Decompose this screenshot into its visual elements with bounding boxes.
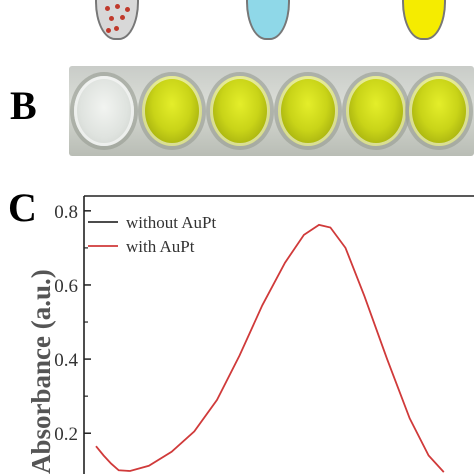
particle-dot [125, 7, 130, 12]
panel-b-label: B [10, 83, 37, 128]
well-4 [278, 76, 338, 146]
particle-dot [109, 16, 114, 21]
well-1 [74, 76, 134, 146]
panel-c-label: C [8, 185, 37, 230]
well-3 [210, 76, 270, 146]
well-6 [409, 76, 469, 146]
series-lines [95, 223, 445, 473]
chart-axes [83, 195, 474, 474]
particle-dot [120, 15, 125, 20]
particle-dot [115, 4, 120, 9]
particle-dot [106, 28, 111, 33]
y-tick-label: 0.4 [54, 350, 78, 371]
y-tick-label: 0.2 [54, 424, 78, 445]
legend-label: with AuPt [126, 237, 195, 256]
y-tick-label: 0.8 [54, 202, 78, 223]
particle-dot [114, 26, 119, 31]
well-5 [346, 76, 406, 146]
particle-dot [105, 6, 110, 11]
y-ticks: 0.2 0.4 0.6 0.8 [54, 202, 91, 445]
legend-label: without AuPt [126, 213, 216, 232]
well-2 [142, 76, 202, 146]
well-plate-photo [69, 66, 474, 156]
series-line-with-aupt [95, 223, 445, 473]
y-tick-label: 0.6 [54, 276, 78, 297]
chart-legend: without AuPt with AuPt [88, 213, 216, 256]
